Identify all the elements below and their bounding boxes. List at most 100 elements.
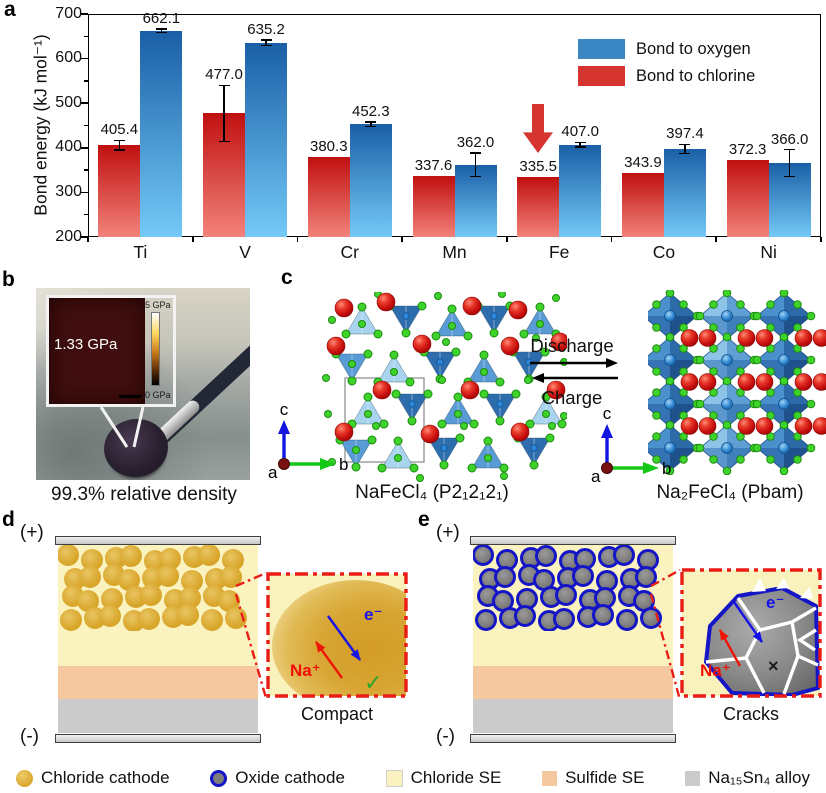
y-tick-label: 700	[55, 4, 82, 22]
current-collector-bottom	[55, 734, 261, 743]
cl-atom-icon	[752, 355, 762, 365]
fe-atom-icon	[490, 312, 498, 320]
cl-atom-icon	[463, 331, 473, 341]
afm-modulus-map: 1.33 GPa	[49, 298, 145, 404]
chloride-cathode-particle	[118, 569, 140, 591]
panel-d-label: d	[2, 508, 15, 531]
error-bar-cap	[365, 121, 377, 124]
fe-atom-icon	[440, 444, 448, 452]
error-bar-cap	[679, 143, 691, 146]
error-bar-cap	[784, 148, 796, 151]
error-bar-line	[118, 140, 121, 151]
chloride-cathode-icon	[16, 769, 33, 787]
error-bar-cap	[574, 146, 586, 148]
oxide-cathode-particle	[640, 607, 662, 629]
bar-value-label: 662.1	[142, 10, 181, 28]
cl-atom-icon	[752, 399, 762, 409]
cl-atom-icon	[545, 433, 555, 443]
cl-atom-icon	[793, 323, 802, 332]
cl-atom-icon	[679, 388, 688, 397]
error-bar-line	[160, 29, 163, 33]
cl-atom-icon	[341, 329, 351, 339]
cl-atom-icon	[779, 290, 789, 298]
bar-chlorine-Fe	[517, 176, 560, 237]
na-atom-icon	[508, 300, 528, 320]
error-bar-cap	[218, 140, 230, 143]
na-atom-icon	[737, 329, 756, 347]
na-atom-icon	[680, 417, 699, 435]
cl-atom-icon	[665, 290, 675, 298]
cl-atom-icon	[372, 422, 380, 430]
legend-item: Oxide cathode	[210, 768, 345, 788]
cl-atom-icon	[793, 367, 802, 376]
cl-atom-icon	[709, 432, 718, 441]
error-bar-cap	[113, 149, 125, 152]
bar-value-label: 343.9	[624, 153, 662, 171]
na-atom-icon	[794, 329, 813, 347]
panel-b-caption: 99.3% relative density	[51, 484, 237, 505]
bar-value-label: 372.3	[728, 141, 767, 159]
current-collector-top	[470, 536, 676, 545]
cl-atom-icon	[363, 392, 373, 402]
cl-atom-icon	[451, 347, 461, 357]
cl-atom-icon	[736, 388, 745, 397]
cl-atom-icon	[500, 472, 508, 480]
cl-atom-icon	[348, 360, 356, 368]
fe-atom-icon	[721, 354, 733, 366]
chloride-cathode-particle	[177, 604, 199, 626]
cl-atom-icon	[722, 332, 732, 342]
cl-atom-icon	[357, 302, 367, 312]
cl-atom-icon	[695, 311, 705, 321]
fe-atom-icon	[721, 442, 733, 454]
cl-atom-icon	[695, 443, 705, 453]
na-atom-icon	[376, 292, 396, 312]
na-ion-arrow-icon	[718, 629, 742, 667]
cl-atom-icon	[779, 466, 789, 475]
error-bar-line	[788, 149, 791, 177]
na-atom-icon	[550, 332, 567, 352]
negative-terminal-label: (-)	[436, 726, 455, 747]
cl-atom-icon	[434, 292, 442, 300]
chloride-cathode-particle	[222, 549, 244, 571]
current-collector-top	[55, 536, 261, 545]
error-bar-cap	[218, 84, 230, 87]
cl-atom-icon	[438, 376, 446, 384]
cl-atom-icon	[709, 344, 718, 353]
electron-arrow-icon	[733, 601, 763, 643]
axis-triad-right: c b a	[591, 404, 671, 486]
cl-atom-icon	[736, 455, 745, 464]
cl-atom-icon	[483, 436, 493, 446]
legend-item: Na₁₅Sn₄ alloy	[685, 768, 810, 788]
cl-atom-icon	[766, 411, 775, 420]
cl-atom-icon	[736, 432, 745, 441]
cl-atom-icon	[479, 350, 489, 360]
cl-atom-icon	[524, 376, 532, 384]
cl-atom-icon	[652, 432, 661, 441]
na-ion-label: Na⁺	[700, 661, 731, 680]
legend-item-label: Na₁₅Sn₄ alloy	[708, 768, 810, 787]
bar-chlorine-Co	[621, 172, 664, 237]
cl-atom-icon	[480, 368, 488, 376]
fe-atom-icon	[778, 398, 790, 410]
cl-atom-icon	[779, 420, 789, 430]
fe-atom-icon	[664, 310, 676, 322]
bar-chlorine-Ni	[726, 160, 769, 237]
cl-atom-icon	[793, 300, 802, 309]
cl-atom-icon	[736, 300, 745, 309]
oxide-cathode-particle	[553, 608, 575, 630]
cracks-caption: Cracks	[722, 704, 779, 724]
legend-item-label: Chloride SE	[410, 768, 502, 787]
cl-atom-icon	[552, 294, 560, 302]
nafecl4-structure-graphic	[322, 292, 567, 482]
na-atom-icon	[755, 373, 774, 391]
chloride-cathode-particle	[140, 584, 162, 606]
cl-atom-icon	[793, 432, 802, 441]
cl-atom-icon	[752, 311, 762, 321]
bar-chlorine-Mn	[412, 175, 455, 237]
x-boundary-tick	[506, 237, 508, 242]
bar-value-label: 337.6	[414, 156, 453, 174]
electron-arrow-icon	[327, 615, 361, 661]
cl-atom-icon	[519, 329, 529, 339]
cl-atom-icon	[806, 443, 816, 453]
